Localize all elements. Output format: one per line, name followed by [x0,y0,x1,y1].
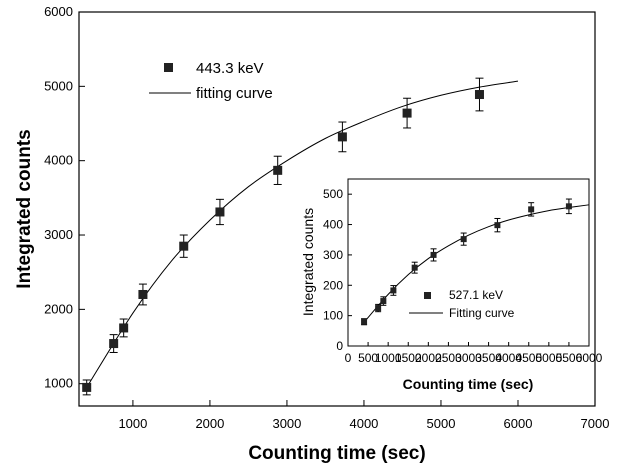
inset-marker [494,222,501,229]
main-y-tick-label: 4000 [44,153,73,168]
main-data-points [82,77,484,396]
main-y-tick-label: 1000 [44,376,73,391]
inset-x-axis: 0 500100015002000250030003500400045005000… [345,342,603,365]
inset-legend: 527.1 keV Fitting curve [409,288,515,320]
main-legend-marker [164,63,173,72]
main-x-axis: 1000 2000 3000 4000 5000 6000 7000 [118,400,609,431]
main-y-tick-label: 6000 [44,4,73,19]
inset-marker [380,298,387,305]
main-marker [119,323,129,333]
inset-legend-label-fit: Fitting curve [449,306,515,320]
main-marker [273,165,283,175]
inset-data-point [528,202,535,217]
inset-data-point [390,285,397,296]
main-marker [109,339,119,349]
main-data-point [337,121,347,153]
main-marker [138,289,148,299]
inset-marker [528,206,535,213]
main-x-tick-label: 7000 [581,416,610,431]
main-x-tick-label: 5000 [427,416,456,431]
main-y-tick-label: 5000 [44,78,73,93]
main-data-point [215,198,225,226]
main-legend-label-points: 443.3 keV [196,60,264,77]
inset-x-tick-label: 5000 [535,351,562,365]
inset-x-tick-label: 6000 [576,351,603,365]
main-x-tick-label: 1000 [118,416,147,431]
inset-marker [361,318,368,325]
inset-fitting-curve [363,204,590,323]
main-data-point [474,77,484,112]
main-marker [474,90,484,100]
inset-marker [390,287,397,294]
inset-x-tick-label: 3500 [475,351,502,365]
inset-fit-line [363,204,590,323]
main-marker [337,132,347,142]
main-x-axis-title: Counting time (sec) [248,443,425,464]
inset-y-tick-label: 100 [323,309,343,323]
inset-data-point [460,232,467,246]
inset-x-tick-label: 1500 [395,351,422,365]
main-marker [215,207,225,217]
main-y-axis: 1000 2000 3000 4000 5000 6000 [44,4,85,391]
main-legend-label-fit: fitting curve [196,85,273,102]
inset-x-tick-label: 3000 [455,351,482,365]
main-data-point [273,155,283,185]
inset-y-tick-label: 500 [323,187,343,201]
inset-y-tick-label: 0 [336,339,343,353]
main-y-tick-label: 3000 [44,227,73,242]
main-data-point [179,234,189,258]
inset-data-point [494,217,501,233]
main-data-point [119,318,129,338]
main-legend: 443.3 keV fitting curve [149,60,273,102]
main-fitting-curve [86,80,519,388]
main-data-point [138,283,148,306]
main-data-point [82,379,92,396]
main-x-tick-label: 6000 [504,416,533,431]
inset-x-tick-label: 0 [345,351,352,365]
inset-x-tick-label: 4500 [515,351,542,365]
inset-marker [565,203,572,210]
inset-y-tick-label: 300 [323,248,343,262]
inset-y-axis-title: Integrated counts [300,208,316,316]
inset-legend-marker [424,292,431,299]
main-data-point [109,334,119,353]
main-plot: 1000 2000 3000 4000 5000 6000 7000 10002000300… [14,4,609,464]
inset-marker [375,305,382,312]
main-x-tick-label: 3000 [272,416,301,431]
inset-x-tick-label: 2000 [415,351,442,365]
inset-data-point [411,261,418,274]
main-marker [179,241,189,251]
inset-plot-background [347,178,590,347]
main-marker [402,108,412,118]
main-marker [82,382,92,392]
main-x-tick-label: 2000 [195,416,224,431]
inset-data-point [361,318,368,326]
inset-x-tick-label: 500 [358,351,378,365]
inset-y-axis: 0 100 200 300 400 500 [323,187,352,353]
inset-y-tick-label: 400 [323,218,343,232]
inset-x-tick-label: 5500 [556,351,583,365]
inset-data-point [380,296,387,306]
main-data-point [402,97,412,129]
inset-x-tick-label: 1000 [375,351,402,365]
inset-marker [460,236,467,243]
inset-legend-label-points: 527.1 keV [449,288,503,302]
main-y-axis-title: Integrated counts [14,129,35,288]
inset-data-point [375,303,382,313]
main-y-tick-label: 2000 [44,301,73,316]
inset-x-tick-label: 2500 [435,351,462,365]
inset-marker [430,251,437,258]
inset-marker [411,264,418,271]
inset-data-point [430,248,437,262]
inset-plot: 0 500100015002000250030003500400045005000… [300,178,603,392]
main-x-tick-label: 4000 [349,416,378,431]
main-fit-line [86,80,519,388]
inset-y-tick-label: 200 [323,278,343,292]
inset-data-points [361,198,572,326]
inset-data-point [565,198,572,215]
inset-x-axis-title: Counting time (sec) [403,376,534,392]
main-plot-frame [78,11,596,407]
inset-x-tick-label: 4000 [495,351,522,365]
